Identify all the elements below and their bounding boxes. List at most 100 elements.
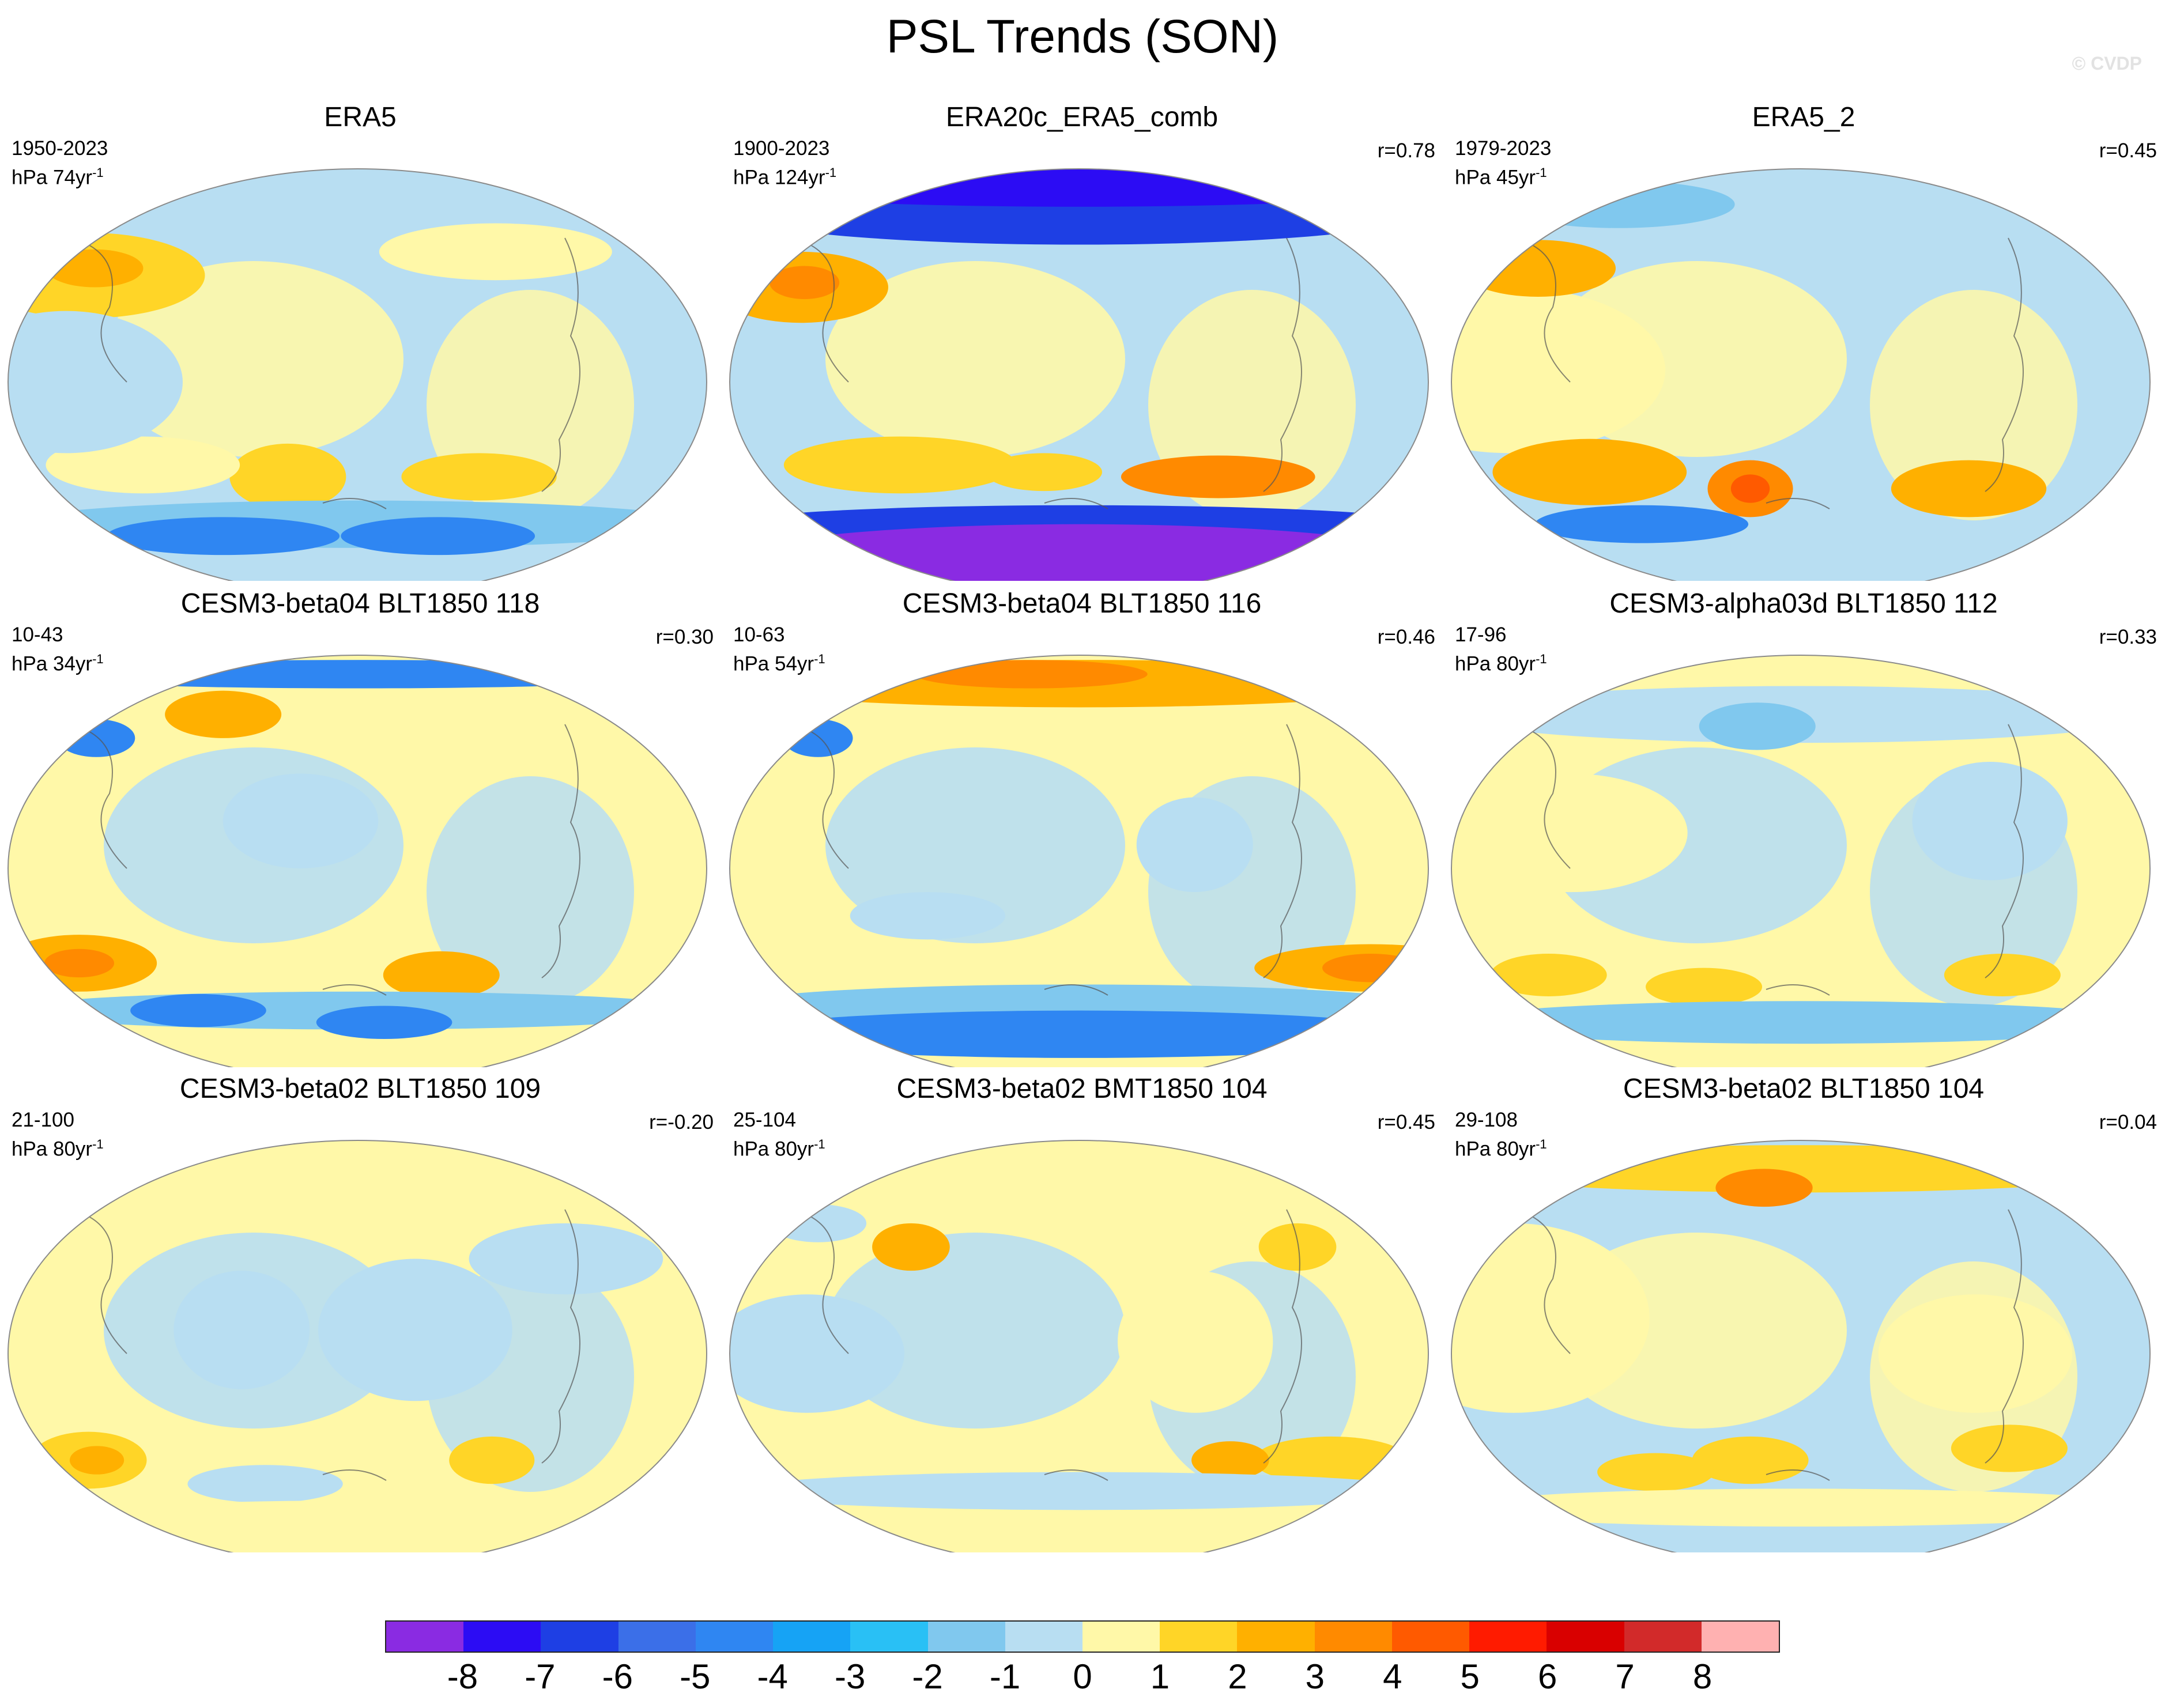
- trend-region: [769, 266, 840, 300]
- coastline: [1529, 1209, 2024, 1481]
- map-plot: [729, 168, 1429, 581]
- panel-units-base: hPa 80yr: [1455, 1138, 1536, 1161]
- trend-region: [1715, 1169, 1813, 1207]
- trend-region: [1534, 505, 1749, 543]
- panel-correlation: r=0.33: [2099, 626, 2157, 648]
- panel-units: hPa 80yr-1: [733, 1133, 825, 1161]
- colorbar-tick-label: -3: [834, 1657, 866, 1696]
- panel-years: 25-104: [733, 1109, 796, 1131]
- trend-region: [1451, 287, 1666, 454]
- panel-units: hPa 45yr-1: [1455, 161, 1547, 190]
- map-plot: [729, 1140, 1429, 1552]
- coastline: [808, 724, 1302, 996]
- trend-region: [107, 517, 340, 556]
- colorbar-tick-label: 3: [1305, 1657, 1325, 1696]
- colorbar-tick-label: 5: [1460, 1657, 1480, 1696]
- trend-region: [1454, 773, 1688, 893]
- colorbar-tick-label: 1: [1150, 1657, 1170, 1696]
- colorbar-tick-label: 0: [1073, 1657, 1092, 1696]
- trend-region: [730, 1294, 904, 1413]
- panel-years: 21-100: [12, 1109, 74, 1131]
- trend-region: [1870, 290, 2077, 520]
- map-panel: CESM3-beta02 BLT1850 104 29-108 hPa 80yr-1…: [1443, 1073, 2164, 1552]
- trend-region: [8, 1500, 707, 1548]
- trend-region: [825, 1233, 1125, 1429]
- panel-years: 10-43: [12, 624, 63, 646]
- trend-region: [769, 1204, 867, 1242]
- trend-region: [44, 949, 115, 978]
- panel-title: CESM3-alpha03d BLT1850 112: [1609, 588, 1998, 619]
- trend-region: [46, 249, 144, 288]
- panel-years: 1950-2023: [12, 137, 108, 160]
- trend-region: [173, 1271, 310, 1389]
- trend-region: [1191, 1441, 1269, 1479]
- panel-correlation: r=0.45: [2099, 139, 2157, 162]
- trend-region: [222, 773, 379, 868]
- panel-units: hPa 34yr-1: [12, 648, 104, 676]
- coastline: [86, 1209, 580, 1481]
- trend-region: [8, 311, 183, 454]
- panel-years: 29-108: [1455, 1109, 1518, 1131]
- panel-units-base: hPa 80yr: [1455, 652, 1536, 675]
- panel-title: ERA20c_ERA5_comb: [945, 102, 1219, 133]
- panel-years: 17-96: [1455, 624, 1507, 646]
- map-outline: [729, 655, 1429, 1067]
- trend-region: [1492, 439, 1687, 505]
- trend-region: [187, 1465, 343, 1503]
- trend-region: [783, 436, 1017, 494]
- coastline: [808, 237, 1302, 509]
- colorbar-tick-label: -6: [602, 1657, 633, 1696]
- colorbar-tick-label: 7: [1615, 1657, 1635, 1696]
- colorbar-swatch: [1391, 1622, 1470, 1652]
- colorbar-tick-label: 8: [1692, 1657, 1713, 1696]
- colorbar-tick-label: -7: [525, 1657, 556, 1696]
- panel-title: CESM3-beta04 BLT1850 118: [180, 588, 540, 619]
- cvdp-watermark: © CVDP: [2072, 53, 2142, 74]
- trend-region: [825, 261, 1125, 457]
- map-plot: [1451, 655, 2151, 1067]
- coastline: [1529, 237, 2024, 509]
- map-panel: CESM3-beta04 BLT1850 116 10-63 hPa 54yr-1 r…: [722, 588, 1442, 1067]
- panel-title: CESM3-beta04 BLT1850 116: [902, 588, 1262, 619]
- panel-units: hPa 124yr-1: [733, 161, 836, 190]
- trend-region: [1136, 797, 1253, 893]
- panel-units: hPa 80yr-1: [1455, 648, 1547, 676]
- trend-region: [379, 223, 612, 281]
- trend-region: [1912, 762, 2068, 881]
- panel-correlation: r=-0.20: [649, 1111, 714, 1133]
- trend-region: [850, 892, 1006, 940]
- colorbar-swatch: [1314, 1622, 1392, 1652]
- map-panel: CESM3-beta02 BLT1850 109 21-100 hPa 80yr-1…: [0, 1073, 721, 1552]
- colorbar-tick-label: 6: [1537, 1657, 1557, 1696]
- map-outline: [7, 655, 707, 1067]
- trend-region: [57, 719, 135, 757]
- colorbar: [385, 1620, 1780, 1653]
- colorbar-swatch: [1082, 1622, 1160, 1652]
- trend-region: [383, 951, 500, 999]
- colorbar-swatch: [541, 1622, 618, 1652]
- trend-region: [1118, 1271, 1273, 1413]
- colorbar-swatch: [463, 1622, 541, 1652]
- colorbar-tick-label: -2: [912, 1657, 943, 1696]
- trend-region: [104, 261, 403, 457]
- panel-units-base: hPa 54yr: [733, 652, 814, 675]
- panel-units-base: hPa 80yr: [733, 1138, 814, 1161]
- panel-title: CESM3-beta02 BMT1850 104: [896, 1074, 1268, 1104]
- trend-region: [1944, 954, 2061, 996]
- panel-correlation: r=0.78: [1377, 139, 1435, 162]
- trend-region: [1699, 702, 1816, 750]
- colorbar-swatch: [773, 1622, 851, 1652]
- panel-title: ERA5: [324, 102, 397, 133]
- map-panel: ERA5_2 1979-2023 hPa 45yr-1 r=0.45: [1443, 101, 2164, 581]
- panel-years: 10-63: [733, 624, 785, 646]
- trend-region: [1878, 1294, 2073, 1413]
- colorbar-swatch: [695, 1622, 774, 1652]
- colorbar-swatch: [1624, 1622, 1702, 1652]
- trend-region: [401, 453, 557, 501]
- colorbar-tick-label: -5: [680, 1657, 711, 1696]
- trend-region: [318, 1259, 512, 1401]
- map-outline: [7, 1140, 707, 1552]
- trend-region: [1951, 1424, 2068, 1472]
- colorbar-swatch: [618, 1622, 696, 1652]
- colorbar-swatch: [386, 1622, 464, 1652]
